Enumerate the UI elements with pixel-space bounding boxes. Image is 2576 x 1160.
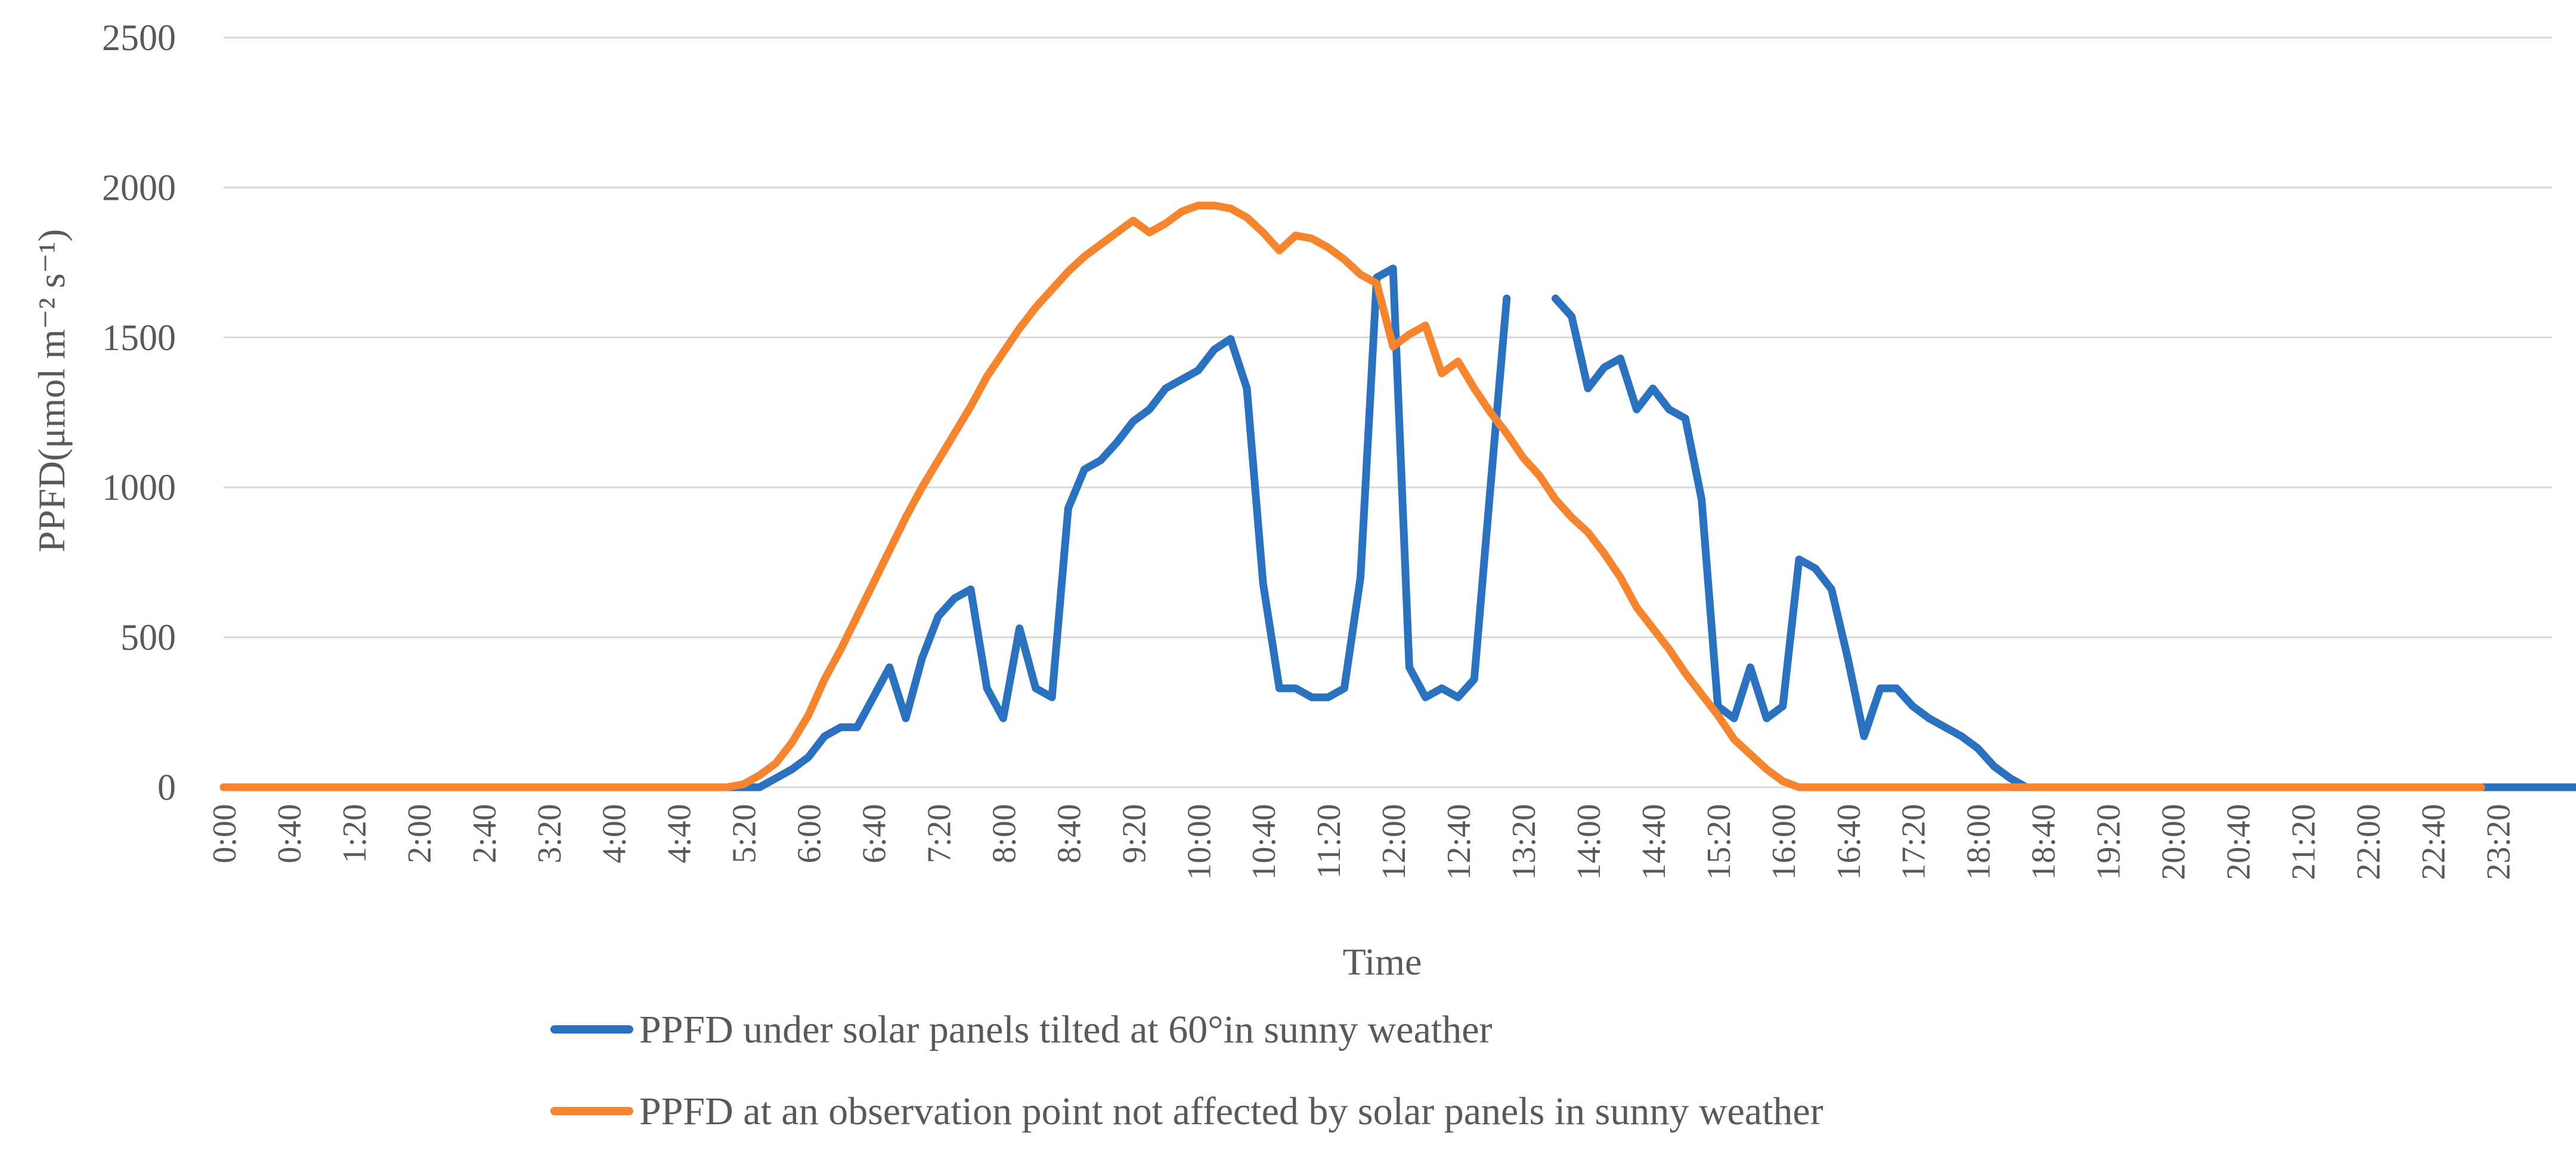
x-tick-label: 14:40 bbox=[1636, 804, 1673, 880]
y-tick-label: 1500 bbox=[102, 318, 176, 358]
y-tick-label: 500 bbox=[120, 618, 176, 658]
x-tick-label: 2:40 bbox=[466, 804, 503, 864]
legend-label-series-2: PPFD at an observation point not affecte… bbox=[639, 1090, 1823, 1133]
x-tick-label: 22:40 bbox=[2415, 804, 2452, 880]
x-tick-label: 4:40 bbox=[661, 804, 698, 864]
x-tick-label: 18:00 bbox=[1961, 804, 1998, 880]
y-tick-label: 1000 bbox=[102, 468, 176, 508]
y-axis-tick-labels: 0 500 1000 1500 2000 2500 bbox=[102, 18, 176, 808]
x-tick-label: 3:20 bbox=[531, 804, 568, 864]
x-tick-label: 12:00 bbox=[1376, 804, 1413, 880]
x-tick-label: 23:20 bbox=[2480, 804, 2517, 880]
horizontal-gridlines bbox=[224, 36, 2552, 788]
series-1-line-segment-2 bbox=[1552, 294, 2576, 791]
x-tick-label: 6:00 bbox=[791, 804, 828, 864]
x-tick-label: 7:20 bbox=[921, 804, 958, 864]
legend: PPFD under solar panels tilted at 60°in … bbox=[550, 1008, 1823, 1133]
legend-label-series-1: PPFD under solar panels tilted at 60°in … bbox=[639, 1008, 1493, 1051]
x-tick-label: 14:00 bbox=[1571, 804, 1608, 880]
x-tick-label: 5:20 bbox=[726, 804, 763, 864]
x-tick-label: 20:40 bbox=[2220, 804, 2257, 880]
x-tick-label: 15:20 bbox=[1701, 804, 1738, 880]
x-tick-label: 12:40 bbox=[1441, 804, 1478, 880]
x-tick-label: 20:00 bbox=[2156, 804, 2193, 880]
x-tick-label: 4:00 bbox=[596, 804, 633, 864]
y-tick-label: 0 bbox=[157, 768, 176, 808]
series-2-line-segment-1 bbox=[219, 202, 2485, 791]
series-1-line-segment-1 bbox=[219, 264, 1511, 791]
x-tick-label: 10:40 bbox=[1246, 804, 1283, 880]
x-tick-label: 21:20 bbox=[2285, 804, 2322, 880]
series-lines bbox=[219, 202, 2576, 791]
x-axis-tick-labels: 0:00 0:40 1:20 2:00 2:40 3:20 4:00 4:40 5:20 6:00… bbox=[206, 804, 2517, 880]
x-tick-label: 8:40 bbox=[1051, 804, 1088, 864]
x-tick-label: 22:00 bbox=[2350, 804, 2387, 880]
x-tick-label: 9:20 bbox=[1116, 804, 1153, 864]
x-tick-label: 17:20 bbox=[1896, 804, 1933, 880]
x-tick-label: 8:00 bbox=[986, 804, 1023, 864]
x-tick-label: 19:20 bbox=[2091, 804, 2128, 880]
x-tick-label: 0:40 bbox=[271, 804, 308, 864]
y-tick-label: 2000 bbox=[102, 168, 176, 208]
x-tick-label: 6:40 bbox=[856, 804, 893, 864]
series-2 bbox=[219, 202, 2485, 791]
x-tick-label: 16:40 bbox=[1831, 804, 1868, 880]
x-tick-label: 18:40 bbox=[2026, 804, 2063, 880]
y-axis-title: PPFD(μmol m⁻² s⁻¹) bbox=[30, 229, 73, 552]
x-tick-label: 11:20 bbox=[1311, 804, 1348, 878]
x-tick-label: 16:00 bbox=[1766, 804, 1803, 880]
series-1 bbox=[219, 264, 2576, 791]
x-tick-label: 2:00 bbox=[401, 804, 438, 864]
x-tick-label: 1:20 bbox=[336, 804, 373, 864]
y-tick-label: 2500 bbox=[102, 18, 176, 58]
x-tick-label: 13:20 bbox=[1506, 804, 1543, 880]
x-tick-label: 10:00 bbox=[1181, 804, 1218, 880]
x-axis-title: Time bbox=[1343, 941, 1422, 983]
x-tick-label: 0:00 bbox=[206, 804, 243, 864]
